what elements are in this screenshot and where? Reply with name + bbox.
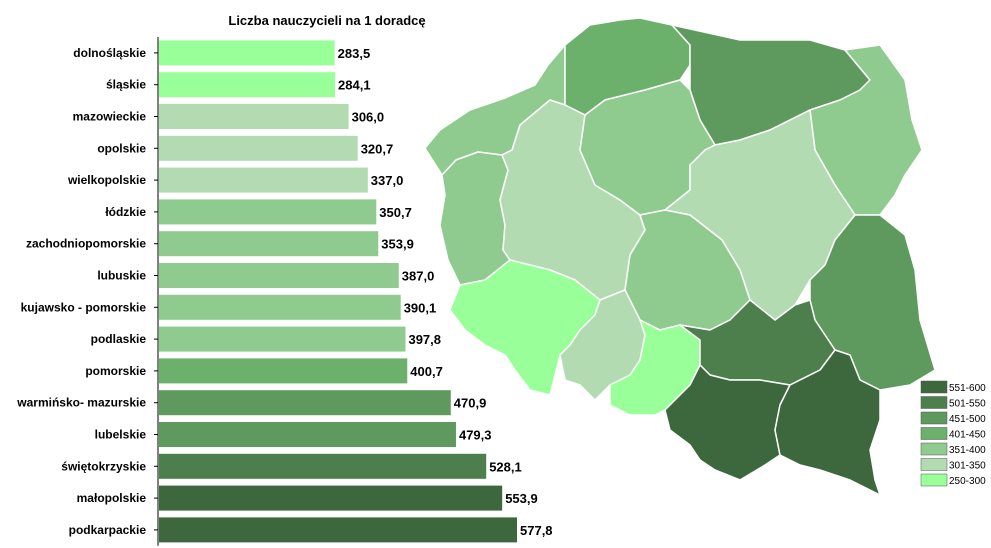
- data-label: 284,1: [338, 78, 371, 93]
- bar: [159, 453, 487, 479]
- category-label: lubelskie: [95, 428, 147, 442]
- category-label: wielkopolskie: [67, 173, 146, 187]
- legend: 551-600 501-550 451-500 401-450 351-400 301-3…: [920, 380, 986, 487]
- data-label: 479,3: [459, 428, 492, 443]
- category-label: warmińsko- mazurskie: [16, 396, 146, 410]
- legend-swatch: [920, 396, 948, 409]
- bar: [159, 422, 456, 447]
- data-label: 320,7: [361, 141, 394, 156]
- map-region-malopolskie: [664, 364, 791, 481]
- legend-label: 401-450: [949, 430, 986, 441]
- bar: [159, 485, 503, 511]
- data-label: 577,8: [520, 523, 553, 538]
- legend-swatch: [920, 442, 948, 456]
- bar: [159, 517, 517, 543]
- chart-title: Liczba nauczycieli na 1 doradcę: [228, 13, 425, 28]
- category-label: pomorskie: [85, 364, 146, 378]
- bar: [159, 104, 349, 129]
- category-label: podkarpackie: [69, 523, 147, 537]
- legend-swatch: [920, 473, 948, 487]
- bar-group: dolnośląskie 283,5 śląskie 284,1 mazowieckie…: [16, 37, 553, 546]
- category-label: lubuskie: [97, 269, 146, 283]
- poland-map: [424, 17, 936, 496]
- data-label: 400,7: [410, 364, 443, 379]
- category-label: śląskie: [106, 78, 146, 92]
- category-label: świętokrzyskie: [61, 459, 146, 473]
- legend-label: 501-550: [949, 399, 986, 410]
- legend-label: 301-350: [949, 461, 986, 472]
- bar: [159, 358, 408, 384]
- data-label: 470,9: [454, 396, 487, 411]
- legend-swatch: [920, 411, 948, 425]
- legend-swatch: [920, 427, 948, 440]
- data-label: 390,1: [404, 300, 437, 315]
- bar: [159, 135, 358, 161]
- data-label: 337,0: [371, 173, 404, 188]
- map-region-podkarpackie: [774, 349, 881, 496]
- map-region-lubuskie: [439, 151, 511, 286]
- bar: [159, 231, 379, 257]
- bar: [159, 390, 451, 416]
- legend-swatch: [920, 458, 948, 471]
- bar: [159, 167, 368, 193]
- category-label: mazowieckie: [73, 110, 147, 124]
- legend-swatch: [920, 380, 948, 394]
- category-label: małopolskie: [77, 491, 147, 505]
- data-label: 397,8: [408, 332, 441, 347]
- legend-label: 250-300: [949, 476, 986, 487]
- category-label: kujawsko - pomorskie: [21, 300, 147, 314]
- bar: [159, 263, 399, 288]
- legend-label: 351-400: [949, 445, 986, 456]
- data-label: 283,5: [338, 46, 371, 61]
- data-label: 387,0: [402, 269, 435, 284]
- bar: [159, 294, 401, 320]
- data-label: 553,9: [505, 491, 538, 506]
- data-label: 353,9: [381, 237, 414, 252]
- data-label: 350,7: [379, 205, 412, 220]
- category-label: zachodniopomorskie: [26, 237, 146, 251]
- category-label: podlaskie: [91, 332, 147, 346]
- bar: [159, 326, 406, 352]
- data-label: 306,0: [352, 110, 385, 125]
- legend-label: 551-600: [949, 383, 986, 394]
- legend-label: 451-500: [949, 414, 986, 425]
- bar: [159, 40, 335, 66]
- category-label: opolskie: [97, 141, 146, 155]
- bar: [159, 199, 377, 225]
- bar: [159, 72, 336, 98]
- category-label: dolnośląskie: [73, 46, 146, 60]
- data-label: 528,1: [489, 459, 522, 474]
- category-label: łódzkie: [105, 205, 146, 219]
